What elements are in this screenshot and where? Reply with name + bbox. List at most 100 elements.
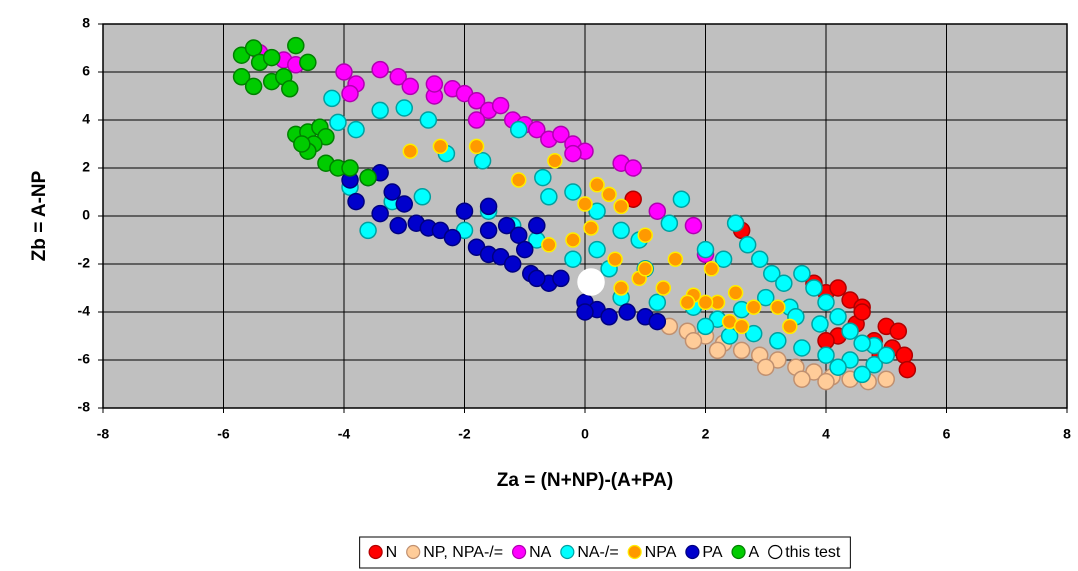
y-tick-label: -6 bbox=[78, 351, 91, 367]
y-tick-label: -4 bbox=[78, 303, 91, 319]
x-tick-label: 0 bbox=[581, 426, 589, 442]
scatter-point bbox=[757, 358, 775, 376]
scatter-point bbox=[708, 341, 727, 360]
x-tick-label: 8 bbox=[1063, 426, 1071, 442]
scatter-point bbox=[805, 279, 823, 297]
scatter-point bbox=[829, 308, 847, 326]
scatter-point bbox=[497, 216, 516, 235]
scatter-point bbox=[757, 288, 775, 307]
scatter-point bbox=[648, 312, 667, 331]
scatter-point bbox=[359, 168, 377, 187]
scatter-point bbox=[877, 370, 895, 388]
scatter-point bbox=[601, 186, 617, 203]
scatter-point bbox=[371, 60, 389, 79]
scatter-point bbox=[395, 195, 413, 213]
legend-label: NP, NPA-/= bbox=[423, 544, 503, 561]
y-axis-title: Zb = A-NP bbox=[29, 170, 50, 261]
scatter-point bbox=[413, 188, 432, 206]
scatter-point bbox=[425, 75, 444, 93]
scatter-point bbox=[697, 294, 714, 311]
scatter-point bbox=[383, 183, 401, 201]
x-tick-label: 2 bbox=[702, 426, 710, 442]
scatter-point bbox=[565, 232, 581, 248]
scatter-point bbox=[793, 370, 811, 388]
y-tick-label: -8 bbox=[78, 399, 91, 415]
scatter-point bbox=[371, 101, 389, 120]
scatter-point bbox=[763, 264, 781, 283]
scatter-point bbox=[432, 138, 449, 155]
scatter-point bbox=[853, 334, 871, 352]
scatter-point bbox=[744, 324, 763, 343]
plot-area: -8 -6 -4 -2 0 2 4 6 8 -8 -6 -4 -2 0 2 4 6 8 bbox=[78, 15, 1072, 442]
scatter-point bbox=[613, 280, 629, 296]
scatter-point bbox=[889, 322, 908, 340]
scatter-point bbox=[323, 89, 341, 108]
legend-marker bbox=[368, 544, 383, 560]
scatter-point bbox=[232, 68, 251, 86]
scatter-point bbox=[684, 332, 703, 350]
x-tick-label: -2 bbox=[458, 426, 471, 442]
scatter-point bbox=[443, 228, 462, 247]
scatter-point bbox=[793, 339, 811, 357]
legend-label: A bbox=[749, 544, 760, 561]
scatter-point bbox=[577, 268, 605, 296]
scatter-point bbox=[811, 315, 829, 333]
scatter-point bbox=[547, 153, 563, 169]
scatter-point bbox=[552, 125, 570, 144]
scatter-point bbox=[607, 251, 623, 267]
legend-label: PA bbox=[702, 544, 722, 561]
scatter-point bbox=[817, 293, 835, 312]
scatter-point bbox=[738, 236, 757, 254]
scatter-point bbox=[341, 84, 359, 103]
scatter-point bbox=[389, 68, 407, 86]
scatter-point bbox=[696, 240, 715, 259]
scatter-point bbox=[359, 221, 377, 240]
scatter-point bbox=[473, 152, 492, 170]
scatter-point bbox=[648, 202, 667, 220]
scatter-point bbox=[624, 190, 642, 208]
scatter-point bbox=[467, 111, 486, 129]
scatter-point bbox=[509, 226, 528, 244]
scatter-point bbox=[612, 221, 630, 240]
scatter-point bbox=[895, 346, 914, 364]
scatter-point bbox=[853, 365, 871, 384]
scatter-point bbox=[672, 190, 691, 208]
x-tick-label: -4 bbox=[338, 426, 351, 442]
scatter-point bbox=[468, 138, 485, 155]
scatter-point bbox=[583, 220, 599, 236]
legend-label: NA-/= bbox=[577, 544, 618, 561]
scatter-point bbox=[455, 202, 474, 220]
x-tick-label: -6 bbox=[217, 426, 230, 442]
scatter-point bbox=[829, 279, 847, 297]
x-tick-label: 6 bbox=[943, 426, 951, 442]
scatter-point bbox=[618, 303, 636, 321]
scatter-point bbox=[528, 120, 546, 139]
scatter-point bbox=[732, 341, 751, 360]
x-axis-title: Za = (N+NP)-(A+PA) bbox=[497, 470, 673, 491]
x-tick-label: 4 bbox=[822, 426, 830, 442]
scatter-point bbox=[329, 113, 347, 132]
scatter-point bbox=[341, 159, 359, 177]
scatter-point bbox=[588, 202, 606, 220]
scatter-point bbox=[534, 168, 552, 187]
scatter-point bbox=[703, 261, 720, 277]
scatter-point bbox=[613, 198, 629, 215]
scatter-point bbox=[402, 143, 419, 159]
scatter-point bbox=[541, 237, 557, 253]
scatter-point bbox=[347, 120, 365, 139]
scatter-point bbox=[552, 269, 570, 288]
scatter-point bbox=[793, 264, 811, 283]
y-tick-label: 8 bbox=[82, 15, 90, 31]
scatter-point bbox=[660, 214, 679, 232]
scatter-point bbox=[576, 303, 594, 321]
scatter-point bbox=[335, 63, 353, 81]
scatter-point bbox=[540, 188, 558, 206]
scatter-point bbox=[829, 358, 847, 376]
scatter-point bbox=[877, 346, 895, 364]
scatter-point bbox=[287, 36, 305, 55]
scatter-point bbox=[696, 317, 715, 336]
scatter-point bbox=[750, 250, 769, 268]
scatter-point bbox=[782, 318, 798, 335]
